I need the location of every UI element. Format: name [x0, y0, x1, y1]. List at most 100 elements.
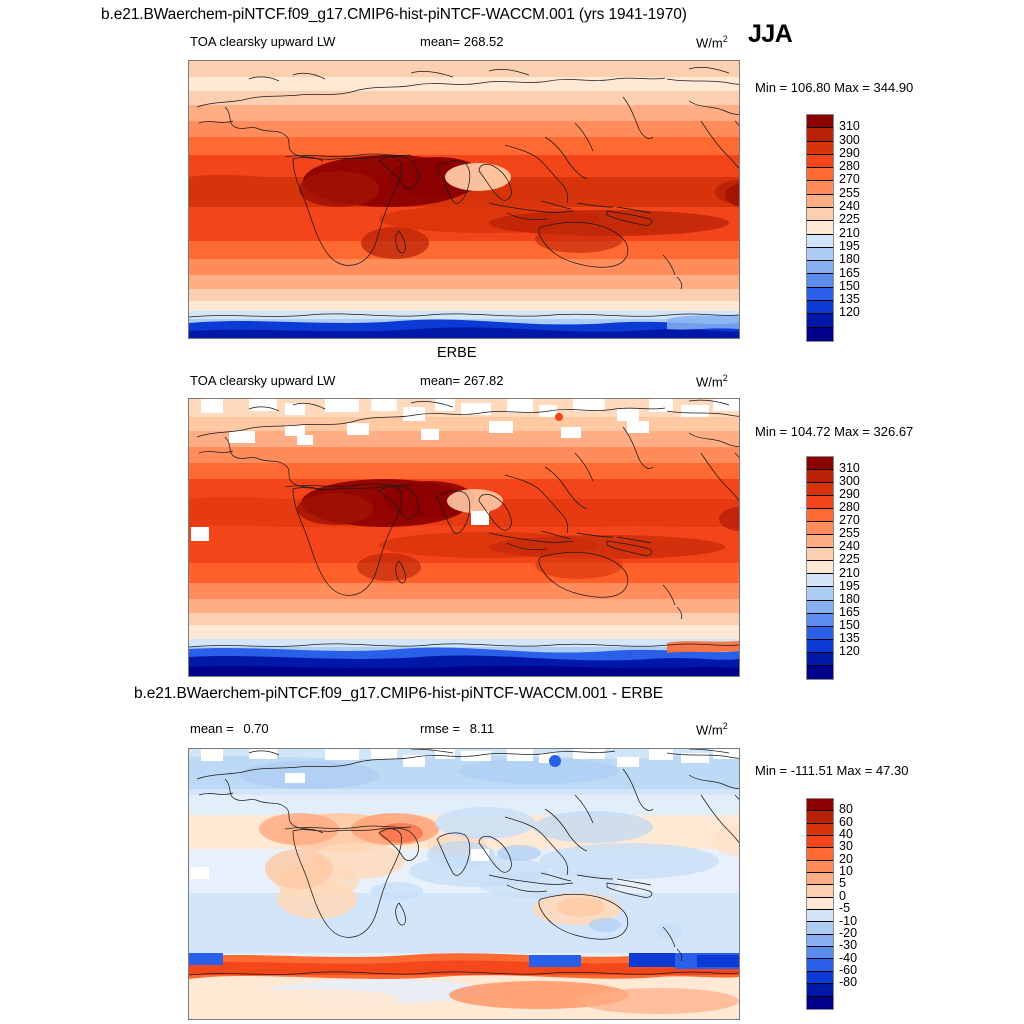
colorbar-tick-label: -30 [839, 938, 858, 953]
colorbar-tick-label: 180 [839, 591, 860, 606]
panel-1-mean-value: 268.52 [463, 34, 504, 49]
panel-3-rmse: rmse = 8.11 [420, 721, 494, 736]
map-2-canvas [189, 399, 739, 676]
panel-1-variable: TOA clearsky upward LW [190, 34, 336, 49]
colorbar-segment [807, 234, 833, 248]
panel-2-units: W/m2 [696, 373, 728, 389]
colorbar-segment [807, 470, 833, 484]
colorbar-tick-label: -20 [839, 925, 858, 940]
map-1-canvas [189, 61, 739, 338]
colorbar-segment [807, 959, 833, 972]
colorbar-1-labels: 310 300 290 280 270 255 240 225 210 195 180 165 150 1… [839, 114, 899, 340]
colorbar-segment [807, 561, 833, 575]
colorbar-segment [807, 799, 833, 812]
panel-3-rmse-label: rmse = [420, 721, 461, 736]
panel-3-units-text: W/m [696, 722, 723, 738]
colorbar-tick-label: 280 [839, 159, 860, 174]
colorbar-segment [807, 860, 833, 874]
colorbar-segment [807, 522, 833, 536]
colorbar-tick-label: 165 [839, 604, 860, 619]
colorbar-tick-label: 210 [839, 225, 860, 240]
colorbar-tick-label: 270 [839, 513, 860, 528]
colorbar-segment [807, 823, 833, 837]
colorbar-panel-2[interactable]: 310 300 290 280 270 255 240 225 210 195 180 165 150 1… [806, 456, 966, 682]
panel-1-units-exp: 2 [722, 34, 728, 44]
map-2-coastlines [189, 399, 739, 648]
colorbar-segment [807, 141, 833, 155]
colorbar-tick-label: -10 [839, 913, 858, 928]
colorbar-segment [807, 885, 833, 898]
colorbar-panel-3[interactable]: 80 60 40 30 20 10 5 0 -5 -10 -20 -30 -40 -60 -80 [806, 798, 966, 1012]
colorbar-segment [807, 314, 833, 328]
colorbar-segment [807, 626, 833, 640]
colorbar-tick-label: 80 [839, 802, 853, 817]
colorbar-tick-label: 270 [839, 172, 860, 187]
colorbar-segment [807, 168, 833, 182]
colorbar-segment [807, 984, 833, 997]
colorbar-tick-label: 300 [839, 474, 860, 489]
colorbar-segment [807, 873, 833, 886]
map-panel-1[interactable] [188, 60, 740, 339]
colorbar-tick-label: 120 [839, 305, 860, 320]
colorbar-tick-label: 40 [839, 827, 853, 842]
panel-2-units-exp: 2 [722, 373, 728, 383]
panel-1-minmax: Min = 106.80 Max = 344.90 [755, 80, 914, 95]
season-label: JJA [748, 20, 793, 48]
colorbar-tick-label: 255 [839, 185, 860, 200]
colorbar-segment [807, 327, 833, 341]
colorbar-tick-label: 310 [839, 119, 860, 134]
colorbar-3-labels: 80 60 40 30 20 10 5 0 -5 -10 -20 -30 -40 -60 -80 [839, 798, 899, 1008]
colorbar-tick-label: 300 [839, 132, 860, 147]
colorbar-segment [807, 587, 833, 601]
colorbar-tick-label: 165 [839, 265, 860, 280]
colorbar-tick-label: -80 [839, 975, 858, 990]
colorbar-1-swatches [806, 114, 834, 342]
colorbar-segment [807, 910, 833, 923]
colorbar-segment [807, 574, 833, 588]
colorbar-segment [807, 897, 833, 911]
colorbar-tick-label: 255 [839, 526, 860, 541]
colorbar-tick-label: 10 [839, 864, 853, 879]
colorbar-3-swatches [806, 798, 834, 1010]
colorbar-tick-label: 150 [839, 617, 860, 632]
panel-3-mean-label: mean = [190, 721, 234, 736]
map-panel-2[interactable] [188, 398, 740, 677]
colorbar-segment [807, 613, 833, 627]
colorbar-2-labels: 310 300 290 280 270 255 240 225 210 195 180 165 150 1… [839, 456, 899, 678]
colorbar-tick-label: 195 [839, 238, 860, 253]
colorbar-tick-label: 225 [839, 552, 860, 567]
colorbar-tick-label: 0 [839, 888, 846, 903]
colorbar-tick-label: 240 [839, 199, 860, 214]
colorbar-tick-label: 30 [839, 839, 853, 854]
colorbar-tick-label: 280 [839, 500, 860, 515]
colorbar-segment [807, 922, 833, 935]
map-3-fill [189, 749, 739, 1019]
map-3-missing-data [191, 749, 739, 879]
colorbar-tick-label: 240 [839, 539, 860, 554]
colorbar-panel-1[interactable]: 310 300 290 280 270 255 240 225 210 195 180 165 150 1… [806, 114, 966, 344]
colorbar-segment [807, 247, 833, 262]
panel-3-mean-value: 0.70 [243, 721, 269, 736]
colorbar-segment [807, 600, 833, 614]
panel-1-title: b.e21.BWaerchem-piNTCF.f09_g17.CMIP6-his… [101, 6, 687, 23]
colorbar-tick-label: 290 [839, 145, 860, 160]
colorbar-tick-label: 120 [839, 643, 860, 658]
colorbar-segment [807, 181, 833, 195]
colorbar-2-swatches [806, 456, 834, 680]
panel-1-mean-label: mean= [420, 34, 461, 49]
colorbar-tick-label: 20 [839, 851, 853, 866]
colorbar-tick-label: 180 [839, 252, 860, 267]
colorbar-segment [807, 300, 833, 315]
colorbar-segment [807, 811, 833, 824]
colorbar-segment [807, 947, 833, 960]
map-panel-3[interactable] [188, 748, 740, 1020]
panel-2-mean-label: mean= [420, 373, 461, 388]
panel-2-units-text: W/m [696, 374, 723, 390]
panel-3-mean: mean = 0.70 [190, 721, 269, 736]
colorbar-segment [807, 548, 833, 562]
map-2-fill [189, 399, 739, 676]
colorbar-tick-label: 310 [839, 461, 860, 476]
map-1-coastlines [189, 67, 739, 318]
colorbar-segment [807, 457, 833, 471]
colorbar-segment [807, 996, 833, 1009]
